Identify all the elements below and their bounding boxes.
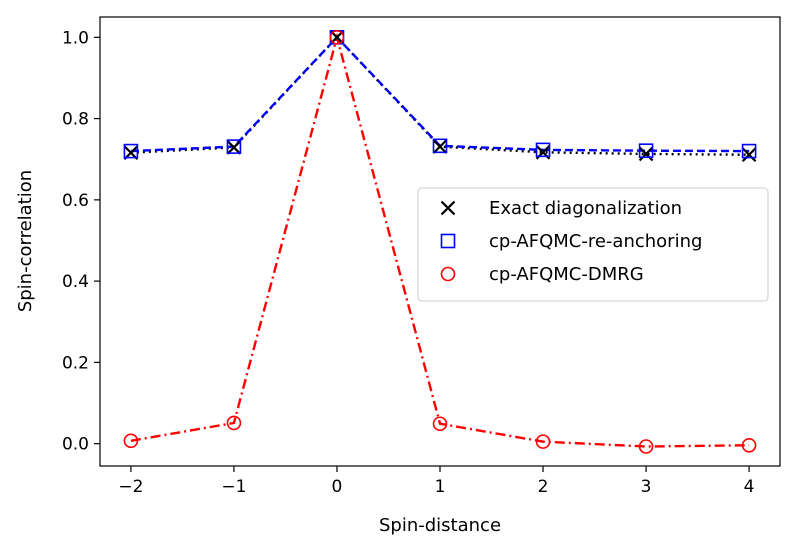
series-1-point-1: [226, 139, 242, 154]
legend-label-2: cp-AFQMC-DMRG: [489, 264, 644, 285]
series-1-point-0: [123, 143, 139, 159]
x-tick-label-5: 3: [641, 477, 652, 497]
series-2-point-5: [638, 439, 654, 454]
x-tick-label-6: 4: [744, 477, 755, 497]
y-tick-label-5: 1.0: [62, 28, 89, 48]
series-0-point-6-stroke-b: [741, 147, 757, 163]
plot-content: [123, 30, 757, 454]
series-2-point-4: [535, 434, 551, 449]
legend-box: [417, 187, 769, 302]
y-tick-label-1: 0.2: [62, 353, 89, 373]
series-0-point-5-stroke-b: [638, 146, 654, 162]
x-tick-label-2: 0: [332, 477, 343, 497]
series-2-point-2: [329, 30, 345, 45]
series-0-point-6: [741, 147, 757, 163]
legend-marker-2: [440, 266, 456, 282]
series-1-point-5: [638, 143, 654, 158]
series-2-point-6: [741, 437, 757, 453]
axes: −2 −1 0 1 2 3 4 0.0 0.2 0.4 0.6 0.8 1.0: [62, 16, 781, 497]
series-0-point-1: [226, 140, 242, 155]
y-tick-label-3: 0.6: [62, 191, 89, 211]
x-tick-label-1: −1: [221, 477, 246, 497]
series-0-point-1-stroke-b: [226, 140, 242, 155]
y-tick-label-4: 0.8: [62, 110, 89, 130]
series-line-1: [130, 35, 750, 153]
x-tick-label-3: 1: [435, 477, 446, 497]
legend-label-1: cp-AFQMC-re-anchoring: [489, 231, 702, 252]
series-1-point-6: [741, 143, 757, 159]
series-0-point-5: [638, 146, 654, 162]
y-axis-label: Spin-correlation: [15, 170, 36, 312]
series-2-point-1: [226, 415, 242, 431]
series-1-point-4: [535, 142, 551, 158]
y-tick-label-0: 0.0: [62, 435, 89, 455]
x-tick-label-0: −2: [118, 477, 143, 497]
legend-items: Exact diagonalization cp-AFQMC-re-anchori…: [440, 198, 702, 285]
series-0-point-3: [432, 139, 448, 154]
legend-label-0: Exact diagonalization: [489, 198, 682, 219]
series-line-0: [130, 35, 750, 156]
legend: Exact diagonalization cp-AFQMC-re-anchori…: [417, 187, 769, 302]
series-1-point-3: [432, 138, 448, 154]
x-tick-label-4: 2: [538, 477, 549, 497]
legend-marker-0-stroke-b: [440, 200, 456, 216]
y-tick-label-2: 0.4: [62, 272, 89, 292]
series-0-point-3-stroke-b: [432, 139, 448, 154]
legend-marker-1: [440, 233, 456, 249]
series-line-2: [130, 32, 750, 448]
x-axis-label: Spin-distance: [379, 515, 501, 536]
legend-marker-0: [440, 200, 456, 216]
series-2-point-3: [432, 416, 448, 432]
series-2-point-0: [123, 433, 139, 449]
